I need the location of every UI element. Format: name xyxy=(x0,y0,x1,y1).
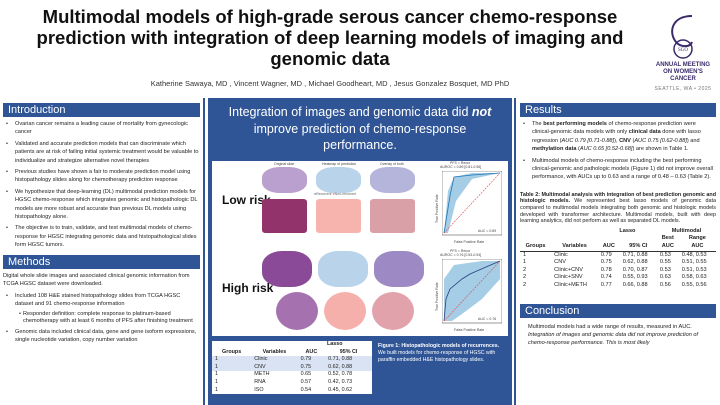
table-row: 1 CNV 0.75 0.62, 0.88 xyxy=(212,363,372,372)
list-item: Previous studies have shown a fair to mo… xyxy=(3,168,200,185)
roc-xlabel: False Positive Rate xyxy=(454,240,485,244)
roc-ylabel: True Positive Rate xyxy=(435,282,439,311)
table-row: 1 ISO 0.54 0.45, 0.62 xyxy=(215,386,353,393)
heatmap-legend: ■Recurrent ■Non-recurrent xyxy=(314,192,357,196)
table-2: Lasso Multimodal Best Range Groups Variable… xyxy=(520,228,716,290)
list-item: Included 108 H&E stained histopathology … xyxy=(3,292,200,309)
roc-ylabel: True Positive Rate xyxy=(435,194,439,223)
heatmap-image xyxy=(316,199,361,233)
overlay-image xyxy=(370,199,415,233)
introduction-heading: Introduction xyxy=(3,103,200,117)
conclusion-heading: Conclusion xyxy=(520,303,716,318)
table-2-caption: Table 2: Multimodal analysis with integr… xyxy=(520,191,716,225)
heatmap-image xyxy=(324,292,366,330)
right-column: Results The best performing models of ch… xyxy=(514,98,720,405)
table-row: 1 RNA 0.57 0.42, 0.73 xyxy=(215,378,353,385)
panel-label: Overlay of both xyxy=(380,162,404,166)
roc-auroc: AUROC = 0.76 [0.53-0.94] xyxy=(440,253,482,257)
methods-list: Included 108 H&E stained histopathology … xyxy=(3,292,200,345)
conclusion-text: Multimodal models had a wide range of re… xyxy=(528,323,699,347)
roc-legend: AUC = 0.76 xyxy=(478,317,497,321)
figure-caption: Figure 1: Histopathologic models of recu… xyxy=(378,343,500,363)
results-list: The best performing models of chemo-resp… xyxy=(520,120,716,182)
table-row: 1 Clinic 0.79 0.71, 0.88 xyxy=(212,356,372,364)
sgo-logo: SGO ANNUAL MEETING ON WOMEN'S CANCER SEA… xyxy=(650,12,716,92)
methods-intro: Digital whole slide images and associate… xyxy=(3,272,190,288)
center-panel: Integration of images and genomic data d… xyxy=(208,98,512,405)
table-1: Lasso Groups Variables AUC 95% CI 1 Clinic 0.… xyxy=(212,341,372,395)
roc-legend: AUC = 0.89 xyxy=(478,229,497,233)
overlay-image xyxy=(374,251,424,287)
roc-title: PFS = Recur xyxy=(450,161,471,165)
overlay-image xyxy=(370,167,415,193)
panel-label: Original slide xyxy=(274,162,295,166)
authors: Katherine Sawaya, MD , Vincent Wagner, M… xyxy=(150,79,510,88)
results-heading: Results xyxy=(520,103,716,117)
table-row: 2 Clinic+METH 0.77 0.66, 0.88 0.56 0.55, 0.56 xyxy=(523,281,707,288)
list-item: Multimodal models of chemo-response incl… xyxy=(520,157,716,182)
overlay-image xyxy=(372,292,414,330)
low-risk-label: Low risk xyxy=(222,193,271,207)
figure-1: Low risk High risk Original slide Heatma… xyxy=(212,161,508,336)
list-item: Genomic data included clinical data, gen… xyxy=(3,328,200,345)
panel-label: Heatmap of prediction xyxy=(322,162,357,166)
introduction-list: Ovarian cancer remains a leading cause o… xyxy=(3,120,200,250)
list-item: Validated and accurate prediction models… xyxy=(3,140,200,165)
table-row: 1 CNV 0.75 0.62, 0.88 0.55 0.51, 0.55 xyxy=(523,259,707,266)
slide-image xyxy=(276,292,318,330)
roc-auroc: AUROC = 0.89 [0.81-0.96] xyxy=(440,165,482,169)
list-item: We hypothesize that deep-learning (DL) m… xyxy=(3,188,200,222)
list-item: Responder definition: complete response … xyxy=(3,311,200,324)
table-row: 2 Clinic+SNV 0.74 0.55, 0.93 0.63 0.58, 0.63 xyxy=(523,274,707,281)
heatmap-image xyxy=(318,251,368,287)
slide-image xyxy=(262,199,307,233)
heatmap-image xyxy=(316,167,361,193)
roc-chart-high-risk: PFS = Recur AUROC = 0.76 [0.53-0.94] Tru… xyxy=(434,249,504,334)
key-finding: Integration of images and genomic data d… xyxy=(228,105,492,152)
table-row: 1 METH 0.65 0.52, 0.78 xyxy=(215,371,353,378)
poster-title: Multimodal models of high-grade serous c… xyxy=(36,6,624,69)
logo-line1: ANNUAL MEETING xyxy=(655,62,711,68)
roc-chart-low-risk: PFS = Recur AUROC = 0.89 [0.81-0.96] Tru… xyxy=(434,161,504,246)
slide-image xyxy=(262,251,312,287)
high-risk-label: High risk xyxy=(222,281,274,295)
table-row: 1 Clinic 0.79 0.71, 0.88 0.53 0.48, 0.53 xyxy=(523,251,707,258)
left-column: Introduction Ovarian cancer remains a le… xyxy=(0,98,205,405)
logo-line3: SEATTLE, WA • 2025 xyxy=(654,86,712,92)
roc-xlabel: False Positive Rate xyxy=(454,328,485,332)
list-item: The best performing models of chemo-resp… xyxy=(520,120,716,154)
list-item: The objective is to train, validate, and… xyxy=(3,224,200,249)
table-row: 2 Clinic+CNV 0.78 0.70, 0.87 0.53 0.51, 0.53 xyxy=(523,266,707,273)
roc-title: PFS = Recur xyxy=(450,249,471,253)
logo-line2: ON WOMEN'S CANCER xyxy=(663,69,703,82)
list-item: Ovarian cancer remains a leading cause o… xyxy=(3,120,200,137)
slide-image xyxy=(262,167,307,193)
svg-text:SGO: SGO xyxy=(678,48,688,53)
methods-heading: Methods xyxy=(3,254,200,269)
